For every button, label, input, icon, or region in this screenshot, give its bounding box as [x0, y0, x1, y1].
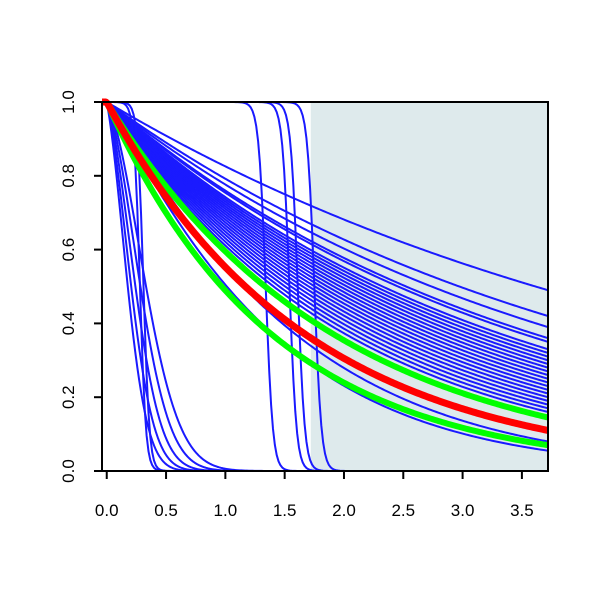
red-curve [100, 98, 550, 434]
blue-curve [102, 101, 549, 395]
blue-curve [102, 101, 549, 354]
blue-curve [102, 101, 549, 369]
blue-curve [102, 101, 549, 399]
x-tick-label: 3.0 [451, 501, 475, 520]
blue-curve [102, 101, 549, 373]
y-tick-label: 0.2 [59, 385, 78, 409]
green-curve [100, 99, 550, 421]
blue-curve [102, 101, 549, 377]
blue-curve [102, 101, 549, 292]
plot-frame [101, 101, 549, 472]
blue-curve [102, 101, 549, 380]
blue-curve [102, 101, 549, 388]
blue-curve [102, 101, 549, 343]
x-tick-label: 2.5 [391, 501, 415, 520]
x-tick-label: 0.0 [95, 501, 119, 520]
x-tick-label: 0.5 [154, 501, 178, 520]
blue-curve [102, 101, 549, 329]
blue-curve [102, 101, 549, 358]
blue-curve [102, 101, 549, 317]
blue-curve [102, 101, 549, 384]
blue-curve [102, 101, 549, 351]
axes-layer: 0.0 0.5 1.0 1.5 2.0 2.5 3.0 3.5 0.0 0.2 0.4 0.6 0.8 1… [59, 90, 549, 520]
blue-curve [102, 101, 549, 362]
blue-curve [102, 101, 549, 340]
y-tick-label: 0.6 [59, 238, 78, 262]
x-tick-label: 3.5 [510, 501, 534, 520]
x-tick-label: 1.0 [214, 501, 238, 520]
blue-curve [102, 101, 549, 391]
x-tick-label: 1.5 [273, 501, 297, 520]
y-tick-label: 1.0 [59, 90, 78, 114]
x-tick-label: 2.0 [332, 501, 356, 520]
blue-curve [102, 101, 549, 365]
y-tick-label: 0.8 [59, 164, 78, 188]
blue-curve [102, 101, 549, 410]
green-curve [100, 99, 550, 449]
blue-curve [102, 101, 549, 406]
y-tick-label: 0.4 [59, 312, 78, 336]
blue-curve [102, 101, 549, 402]
y-tick-label: 0.0 [59, 459, 78, 483]
